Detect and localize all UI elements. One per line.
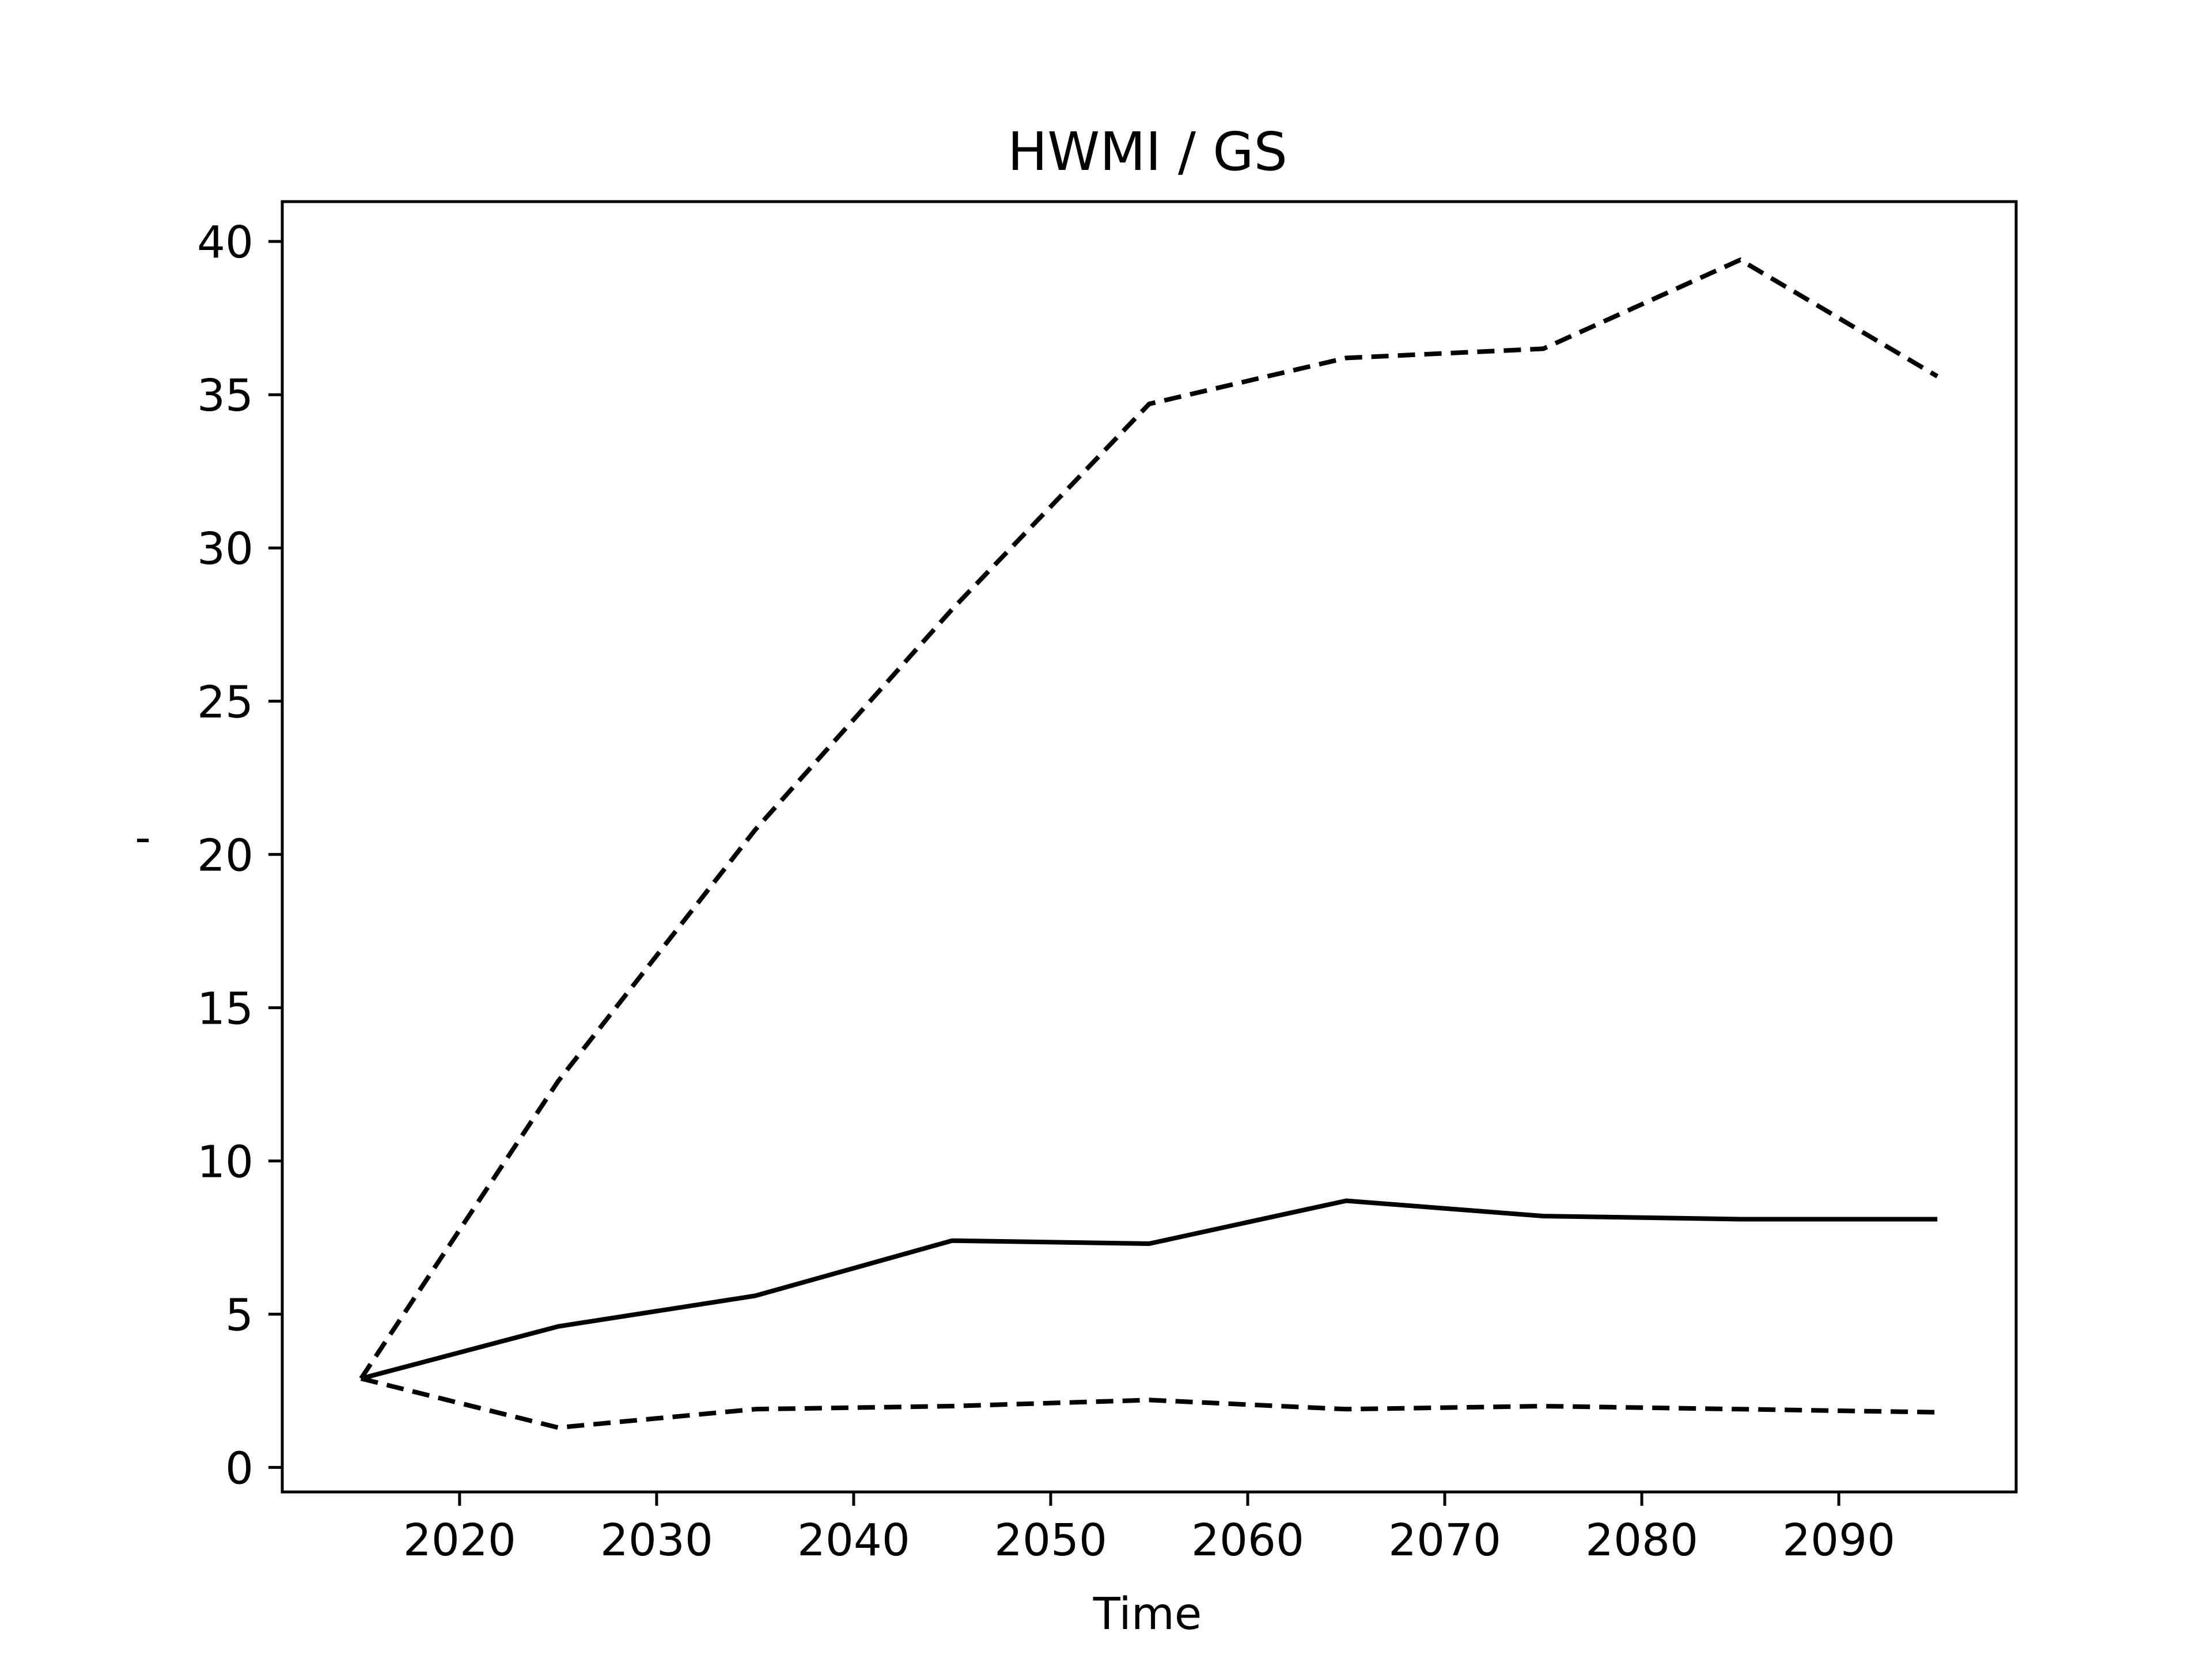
series-line-1 [360,1198,1938,1381]
x-tick-label: 2090 [1782,1515,1895,1566]
axes-frame [281,200,2018,1494]
x-axis: 2020 2030 2040 2050 2060 2070 2080 2090 [403,1492,1895,1566]
y-tick-label: 30 [197,524,253,575]
series-line-2 [359,257,1939,1380]
series-line-3 [360,1376,1938,1430]
chart-title: HWMI / GS [1007,121,1287,183]
x-tick-label: 2030 [600,1515,713,1566]
y-tick-label: 5 [225,1290,253,1341]
y-tick-label: 35 [197,370,253,422]
x-tick-label: 2020 [403,1515,516,1566]
y-tick-label: 0 [225,1443,253,1494]
x-axis-label: Time [1093,1589,1202,1640]
x-tick-label: 2060 [1191,1515,1304,1566]
y-tick-label: 15 [197,983,253,1035]
y-tick-label: 10 [197,1137,253,1188]
x-tick-label: 2080 [1585,1515,1698,1566]
y-tick-label: 20 [197,830,253,881]
x-tick-label: 2050 [994,1515,1107,1566]
y-tick-label: 40 [197,217,253,268]
x-tick-label: 2040 [797,1515,910,1566]
plot-area [359,257,1939,1430]
y-axis: 0 5 10 15 20 25 30 35 40 [197,217,282,1494]
y-axis-label: - [135,812,151,863]
y-tick-label: 25 [197,677,253,728]
x-tick-label: 2070 [1388,1515,1501,1566]
